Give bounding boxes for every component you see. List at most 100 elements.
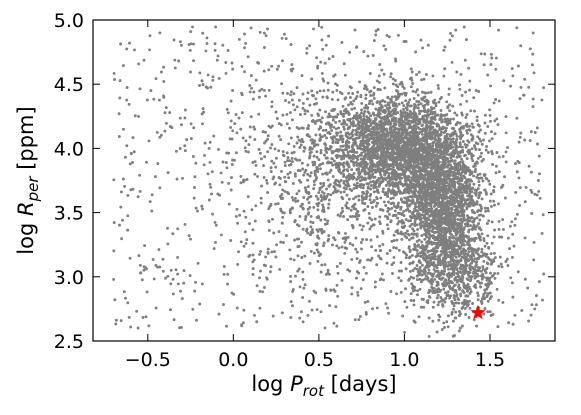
scatter-point (359, 157, 363, 161)
scatter-point (457, 283, 461, 287)
scatter-point (377, 123, 381, 127)
scatter-point (310, 113, 314, 117)
scatter-point (389, 167, 393, 171)
scatter-point (453, 298, 457, 302)
scatter-point (352, 99, 356, 103)
scatter-point (454, 310, 458, 314)
scatter-point (444, 187, 448, 191)
scatter-point (471, 250, 475, 254)
scatter-point (424, 194, 428, 198)
scatter-point (481, 214, 485, 218)
scatter-point (335, 88, 339, 92)
scatter-point (438, 240, 442, 244)
scatter-point (482, 173, 486, 177)
scatter-point (477, 247, 480, 251)
scatter-point (437, 318, 441, 322)
scatter-point (356, 154, 360, 158)
scatter-point (372, 151, 376, 155)
scatter-point (403, 188, 406, 192)
scatter-point (500, 265, 504, 269)
scatter-point (316, 64, 320, 68)
scatter-point (443, 269, 447, 273)
scatter-point (471, 203, 475, 207)
scatter-point (412, 124, 416, 128)
scatter-point (335, 115, 339, 119)
scatter-point (483, 244, 487, 248)
scatter-point (412, 303, 416, 307)
scatter-point (416, 227, 419, 231)
scatter-point (351, 92, 355, 95)
scatter-point (399, 230, 403, 234)
scatter-point (407, 184, 411, 188)
scatter-point (277, 230, 281, 234)
scatter-point (450, 300, 454, 304)
scatter-point (399, 197, 403, 201)
scatter-point (407, 245, 411, 249)
scatter-point (361, 238, 365, 241)
scatter-point (448, 152, 452, 156)
scatter-point (361, 278, 365, 282)
scatter-point (374, 117, 378, 121)
scatter-point (452, 190, 456, 193)
scatter-point (381, 146, 385, 149)
scatter-point (404, 147, 408, 151)
scatter-point (411, 89, 415, 93)
scatter-point (435, 230, 439, 234)
scatter-point (468, 263, 472, 267)
scatter-point (343, 240, 347, 244)
scatter-point (421, 204, 425, 208)
scatter-point (413, 288, 417, 292)
scatter-point (440, 127, 444, 131)
scatter-point (452, 172, 456, 176)
scatter-point (417, 179, 421, 183)
scatter-point (471, 186, 474, 190)
scatter-point (434, 147, 438, 151)
scatter-point (371, 102, 375, 106)
scatter-point (382, 164, 386, 167)
scatter-point (416, 106, 420, 110)
scatter-point (480, 247, 484, 251)
scatter-point (370, 99, 373, 103)
scatter-point (385, 106, 389, 110)
scatter-point (445, 132, 449, 136)
scatter-point (431, 287, 435, 291)
scatter-point (397, 172, 401, 176)
scatter-point (447, 271, 451, 275)
scatter-point (362, 112, 366, 116)
scatter-point (371, 180, 375, 183)
scatter-point (440, 259, 444, 263)
scatter-point (435, 236, 439, 240)
scatter-point (389, 197, 393, 201)
scatter-point (360, 111, 363, 115)
scatter-point (468, 88, 472, 92)
scatter-point (438, 234, 442, 238)
scatter-point (459, 263, 463, 267)
scatter-point (492, 185, 496, 189)
scatter-point (467, 246, 471, 250)
scatter-point (415, 234, 419, 238)
scatter-point (380, 104, 384, 108)
scatter-point (467, 259, 470, 263)
scatter-point (432, 210, 436, 214)
scatter-point (445, 203, 449, 207)
scatter-point (464, 171, 468, 175)
scatter-point (348, 96, 352, 99)
scatter-point (368, 148, 372, 151)
scatter-point (341, 144, 345, 148)
scatter-point (382, 200, 386, 204)
scatter-point (449, 166, 453, 170)
scatter-point (354, 117, 358, 121)
scatter-point (451, 178, 455, 182)
scatter-point (401, 84, 405, 88)
scatter-point (369, 180, 373, 184)
scatter-point (428, 256, 432, 260)
scatter-point (460, 179, 464, 183)
scatter-point (315, 150, 319, 154)
scatter-point (409, 219, 412, 223)
scatter-point (479, 128, 482, 132)
scatter-point (357, 194, 361, 198)
scatter-point (403, 224, 407, 228)
scatter-point (412, 158, 416, 162)
scatter-point (454, 164, 458, 168)
scatter-point (446, 264, 450, 268)
